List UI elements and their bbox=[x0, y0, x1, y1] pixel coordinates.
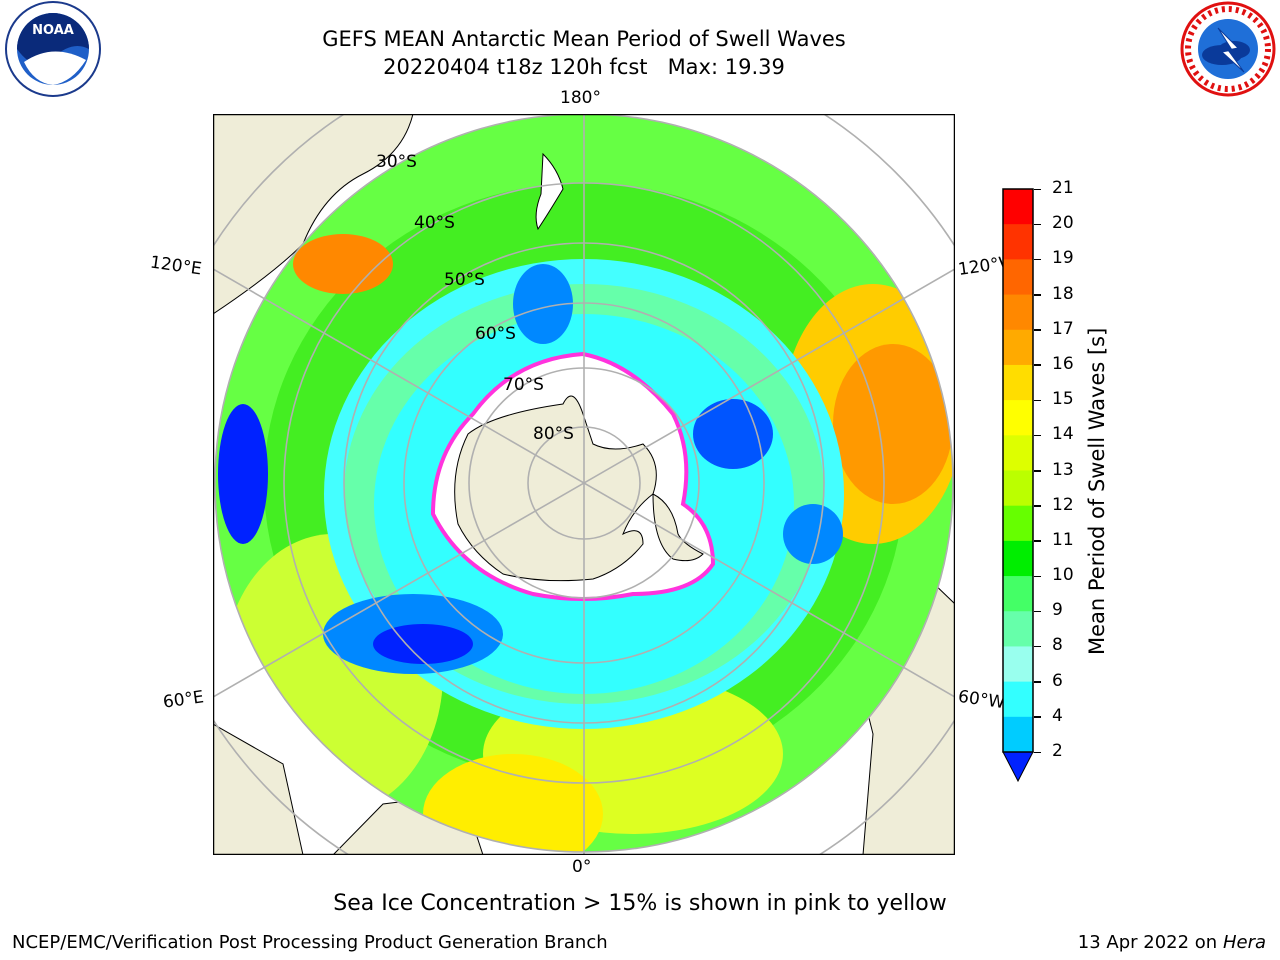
colorbar-tick-mark bbox=[1034, 681, 1041, 683]
colorbar-tick-label: 6 bbox=[1052, 670, 1063, 691]
colorbar-tick-mark bbox=[1034, 716, 1041, 718]
colorbar-segment bbox=[1003, 470, 1033, 507]
noaa-logo-text: NOAA bbox=[32, 23, 74, 38]
colorbar-tick-label: 9 bbox=[1052, 600, 1063, 621]
colorbar-extend-arrow bbox=[1002, 751, 1034, 783]
lat-label-60s: 60°S bbox=[475, 324, 516, 344]
colorbar-tick-mark bbox=[1034, 188, 1041, 190]
colorbar-tick-label: 13 bbox=[1052, 459, 1074, 480]
colorbar-segment bbox=[1003, 259, 1033, 296]
colorbar-tick-mark bbox=[1034, 399, 1041, 402]
colorbar-tick-label: 8 bbox=[1052, 635, 1063, 656]
colorbar-segment bbox=[1003, 576, 1033, 612]
colorbar-tick-label: 17 bbox=[1052, 318, 1074, 339]
lat-label-80s: 80°S bbox=[533, 424, 574, 444]
footer-date: 13 Apr 2022 on Hera bbox=[1078, 932, 1266, 953]
colorbar-tick-label: 10 bbox=[1052, 565, 1074, 586]
colorbar-segment bbox=[1003, 716, 1033, 753]
lon-label-60e: 60°E bbox=[161, 687, 206, 713]
footer-date-text: 13 Apr 2022 on bbox=[1077, 932, 1223, 953]
map-title-line2: 20220404 t18z 120h fcst Max: 19.39 bbox=[383, 55, 785, 79]
colorbar-tick-label: 14 bbox=[1052, 424, 1074, 445]
lon-label-180: 180° bbox=[560, 88, 601, 108]
land-new-zealand bbox=[535, 152, 564, 231]
map-title-line1: GEFS MEAN Antarctic Mean Period of Swell… bbox=[322, 27, 846, 51]
colorbar-tick-mark bbox=[1034, 540, 1041, 542]
colorbar-segment bbox=[1003, 435, 1033, 471]
colorbar-tick-mark bbox=[1034, 223, 1041, 226]
colorbar-segment bbox=[1003, 224, 1033, 260]
colorbar-tick-mark bbox=[1034, 610, 1041, 613]
colorbar-tick-mark bbox=[1034, 470, 1041, 472]
lat-label-40s: 40°S bbox=[414, 213, 455, 233]
land-australia bbox=[213, 114, 414, 315]
colorbar-tick-label: 15 bbox=[1052, 389, 1074, 410]
colorbar-tick-mark bbox=[1034, 329, 1041, 331]
colorbar-segment bbox=[1003, 611, 1033, 647]
colorbar-segment bbox=[1003, 329, 1033, 366]
polar-stereographic-map bbox=[213, 114, 955, 855]
colorbar-tick-label: 4 bbox=[1052, 705, 1063, 726]
colorbar-tick-mark bbox=[1034, 645, 1041, 648]
land-madagascar-region bbox=[213, 723, 304, 855]
sea-ice-note: Sea Ice Concentration > 15% is shown in … bbox=[333, 891, 947, 916]
colorbar-tick-label: 16 bbox=[1052, 353, 1074, 374]
colorbar-tick-label: 19 bbox=[1052, 248, 1074, 269]
noaa-logo: NOAA bbox=[5, 1, 101, 97]
colorbar-tick-label: 12 bbox=[1052, 494, 1074, 515]
colorbar-segment bbox=[1003, 364, 1033, 401]
footer-org: NCEP/EMC/Verification Post Processing Pr… bbox=[12, 932, 608, 953]
land-antarctic-peninsula bbox=[652, 493, 704, 562]
lat-label-70s: 70°S bbox=[503, 375, 544, 395]
colorbar-tick-label: 11 bbox=[1052, 529, 1074, 550]
footer-host: Hera bbox=[1222, 932, 1266, 953]
colorbar-segment bbox=[1003, 505, 1033, 542]
colorbar-tick-label: 2 bbox=[1052, 741, 1063, 761]
lon-label-0: 0° bbox=[572, 857, 592, 877]
colorbar-label: Mean Period of Swell Waves [s] bbox=[1085, 327, 1109, 655]
colorbar-tick-mark bbox=[1034, 751, 1041, 753]
lon-label-60w: 60°W bbox=[956, 686, 1007, 714]
colorbar-tick-mark bbox=[1034, 364, 1041, 366]
colorbar-segment bbox=[1003, 646, 1033, 683]
colorbar-segment bbox=[1003, 400, 1033, 436]
colorbar-tick-label: 18 bbox=[1052, 283, 1074, 304]
lat-label-30s: 30°S bbox=[376, 152, 417, 172]
nws-logo bbox=[1180, 1, 1276, 97]
colorbar-segment bbox=[1003, 294, 1033, 331]
colorbar-tick-mark bbox=[1034, 294, 1041, 296]
colorbar-tick-mark bbox=[1034, 505, 1041, 507]
lon-label-120e: 120°E bbox=[148, 252, 203, 280]
colorbar bbox=[1002, 188, 1034, 783]
lat-label-50s: 50°S bbox=[444, 270, 485, 290]
colorbar-tick-mark bbox=[1034, 258, 1041, 261]
colorbar-segment bbox=[1003, 681, 1033, 718]
colorbar-segment bbox=[1003, 189, 1033, 225]
colorbar-tick-label: 21 bbox=[1052, 178, 1074, 198]
colorbar-tick-label: 20 bbox=[1052, 213, 1074, 234]
graticule bbox=[213, 114, 955, 855]
colorbar-tick-mark bbox=[1034, 434, 1041, 437]
colorbar-segment bbox=[1003, 540, 1033, 577]
colorbar-tick-mark bbox=[1034, 575, 1041, 578]
